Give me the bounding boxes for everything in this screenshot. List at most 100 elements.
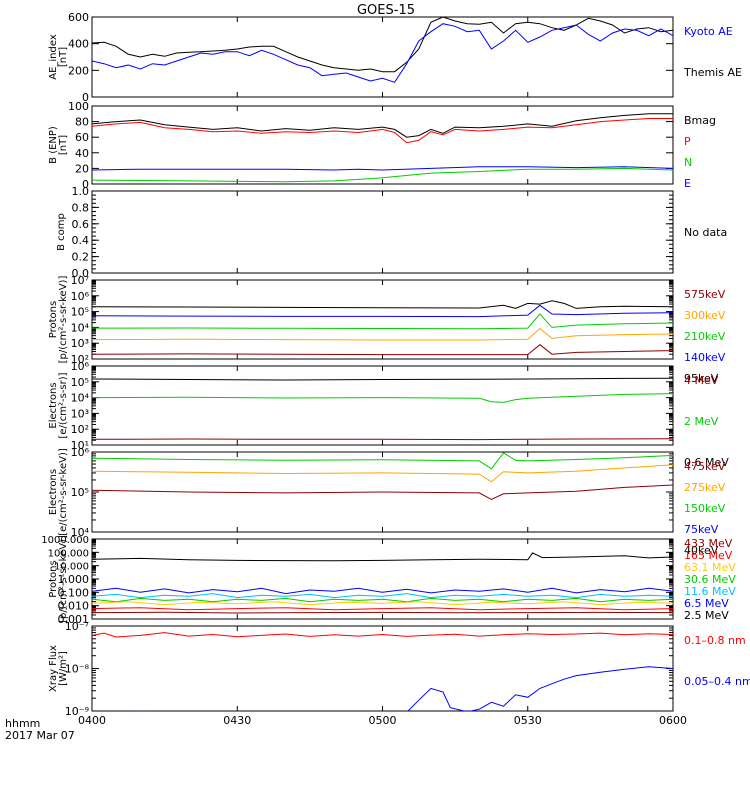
series-line	[92, 113, 673, 138]
y-axis-label: [W/m²]	[58, 651, 69, 686]
y-tick-label: 0.0	[72, 267, 90, 280]
panel-5: 10¹ 10² 10³ 10⁴ 10⁵ 10⁶ Electrons [e/(cm²-s-sr)…	[48, 360, 729, 469]
legend-entry: 165 MeV	[684, 549, 733, 562]
y-tick-label: 10⁴	[71, 321, 90, 334]
legend-entry: 2.5 MeV	[684, 609, 729, 622]
y-axis-label: Protons	[48, 560, 59, 597]
series-line	[92, 344, 673, 356]
y-tick-label: 10⁵	[71, 486, 89, 499]
y-axis-label: Electrons	[48, 382, 59, 428]
series-line	[130, 666, 673, 711]
y-tick-label: 1.000	[58, 573, 90, 586]
series-line	[92, 304, 673, 318]
y-tick-label: 0.4	[72, 234, 90, 247]
y-axis-label: [e/(cm²-s-sr)]	[58, 372, 69, 438]
series-line	[92, 607, 673, 611]
y-tick-label: 600	[68, 11, 89, 24]
y-tick-label: 100	[68, 100, 89, 113]
legend-entry: P	[684, 135, 691, 148]
y-axis-label: [nT]	[58, 135, 69, 155]
legend-entry: 2 MeV	[684, 415, 719, 428]
series-line	[92, 611, 673, 614]
y-tick-label: 0.100	[58, 586, 90, 599]
x-tick-label: 0600	[659, 714, 687, 727]
series-line	[92, 166, 673, 171]
legend-entry: 210keV	[684, 330, 726, 343]
y-tick-label: 10.000	[54, 562, 89, 573]
y-tick-label: 200	[68, 64, 89, 77]
legend-entry: 63.1 MeV	[684, 561, 736, 574]
series-line	[92, 597, 673, 603]
series-line	[92, 632, 673, 638]
panel-3: 0.0 0.2 0.4 0.6 0.8 1.0 B comp No data	[56, 185, 727, 280]
panel-8: 10⁻⁹ 10⁻⁸ 10⁻⁷ Xray Flux [W/m²] 0.1–0.8 nm 0.0…	[48, 620, 750, 718]
y-tick-label: 400	[68, 38, 89, 51]
legend-entry: Bmag	[684, 114, 716, 127]
legend-entry: 300keV	[684, 309, 726, 322]
y-tick-label: 100.000	[48, 548, 89, 559]
x-tick-label: 0400	[78, 714, 106, 727]
date-label: 2017 Mar 07	[5, 729, 75, 742]
y-tick-label: 40	[75, 147, 89, 160]
y-axis-label: B (ENP)	[48, 126, 59, 164]
y-tick-label: 20	[75, 162, 89, 175]
y-tick-label: 0.001	[58, 613, 90, 626]
plot-title: GOES-15	[357, 3, 415, 18]
y-axis-label: Xray Flux	[48, 645, 59, 692]
y-axis-label: B comp	[56, 213, 67, 251]
y-tick-label: 10⁶	[71, 360, 90, 373]
legend-entry: 140keV	[684, 351, 726, 364]
y-axis-label: [e/(cm²-s-sr-keV)]	[58, 448, 69, 536]
y-tick-label: 0.6	[72, 218, 90, 231]
y-tick-label: 10²	[71, 353, 89, 366]
y-tick-label: 10⁻⁷	[65, 620, 89, 633]
series-line	[92, 377, 673, 381]
legend-entry: 40keV	[684, 544, 719, 557]
series-line	[92, 327, 673, 341]
legend-entry: E	[684, 177, 691, 190]
time-format-label: hhmm	[5, 717, 40, 730]
y-tick-label: 10²	[71, 423, 89, 436]
y-tick-label: 0	[82, 178, 89, 191]
y-axis-label: AE_index	[48, 34, 59, 80]
panel-2: 0 20 40 60 80 100 B (ENP) [nT] Bmag PNE	[48, 100, 716, 191]
series-line	[92, 438, 673, 441]
y-tick-label: 10¹	[71, 439, 89, 452]
legend-entry: 575keV	[684, 288, 726, 301]
y-tick-label: 0.010	[58, 600, 90, 613]
legend-entry: 475keV	[684, 460, 726, 473]
legend-entry: 11.6 MeV	[684, 585, 736, 598]
legend-entry: 95keV	[684, 372, 719, 385]
y-tick-label: 1000.000	[41, 535, 89, 546]
legend-entry: 0.6 MeV	[684, 456, 729, 469]
y-tick-label: 10⁻⁸	[65, 663, 90, 676]
legend-entry: 433 MeV	[684, 537, 733, 550]
series-line	[92, 167, 673, 183]
y-tick-label: 10³	[71, 337, 89, 350]
series-line	[92, 593, 673, 599]
series-line	[92, 452, 673, 470]
legend-entry: No data	[684, 226, 727, 239]
series-line	[92, 23, 673, 83]
y-axis-label: [p/(cm²-s-sr-keV)]	[58, 535, 69, 623]
panel-4: 10² 10³ 10⁴ 10⁵ 10⁶ 10⁷ Protons [p/(cm²-s-sr-ke…	[48, 274, 726, 385]
y-tick-label: 10⁶	[71, 290, 90, 303]
x-tick-label: 0500	[369, 714, 397, 727]
y-tick-label: 10⁶	[71, 446, 90, 459]
x-tick-label: 0430	[223, 714, 251, 727]
series-line	[92, 118, 673, 144]
series-line	[92, 464, 673, 483]
series-line	[92, 313, 673, 330]
y-tick-label: 10⁵	[71, 306, 89, 319]
x-tick-label: 0530	[514, 714, 542, 727]
y-axis-label: [p/(cm²-s-sr-keV)]	[58, 276, 69, 364]
y-axis-label: Protons	[48, 301, 59, 338]
legend-entry: 0.05–0.4 nm	[684, 675, 750, 688]
series-line	[92, 393, 673, 403]
y-tick-label: 10⁷	[71, 274, 89, 287]
y-tick-label: 10⁻⁹	[65, 705, 89, 718]
